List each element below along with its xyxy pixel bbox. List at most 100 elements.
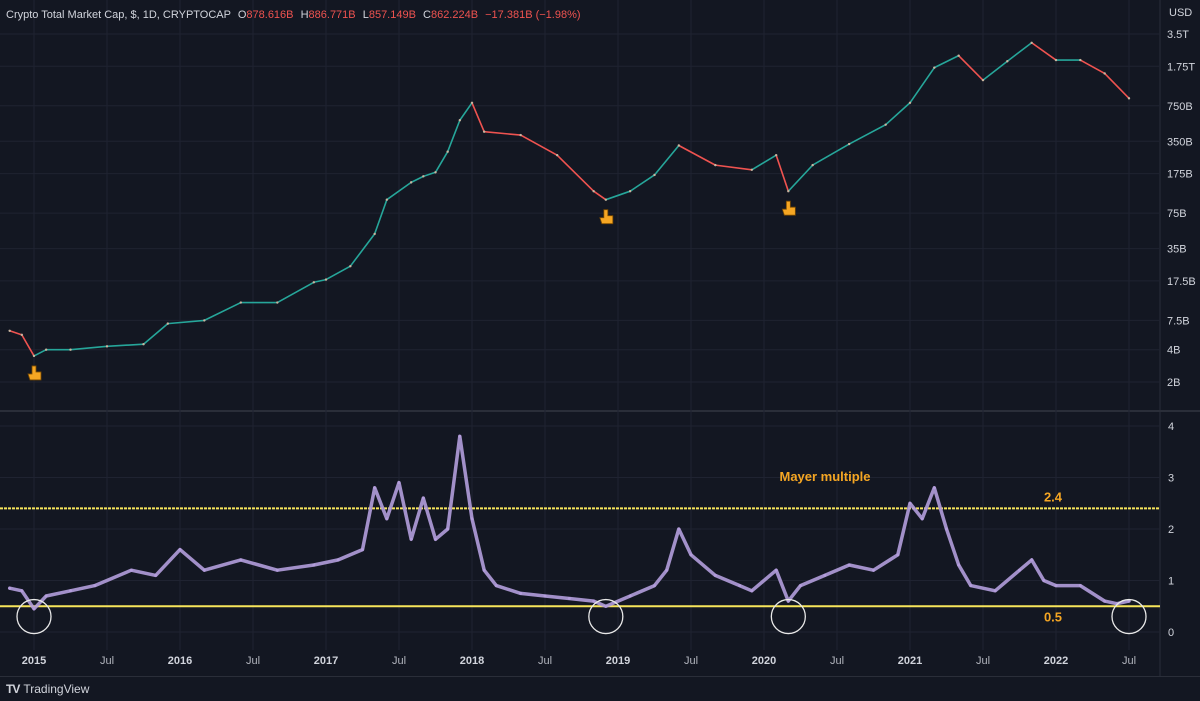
price-point <box>312 281 316 284</box>
mayer-point <box>920 517 924 521</box>
mayer-point <box>373 486 377 490</box>
price-point <box>434 171 437 174</box>
mayer-point <box>1127 599 1131 603</box>
mayer-point <box>908 501 912 505</box>
price-point <box>482 130 486 133</box>
low-circle <box>1111 598 1147 635</box>
price-segment <box>787 164 814 192</box>
currency-label[interactable]: USD <box>1169 7 1193 19</box>
symbol-title[interactable]: Crypto Total Market Cap, $, 1D, CRYPTOCA… <box>6 9 231 21</box>
mayer-tick-label: 4 <box>1168 421 1174 433</box>
price-segment <box>373 198 388 235</box>
price-point <box>458 119 462 122</box>
time-tick-label: 2020 <box>752 655 776 667</box>
price-segment <box>1079 59 1106 75</box>
price-point <box>628 189 632 193</box>
price-point <box>592 189 595 193</box>
mayer-point <box>397 481 401 485</box>
threshold-label: 2.4 <box>1044 489 1063 504</box>
price-tick-label: 750B <box>1167 101 1193 113</box>
price-segment <box>422 171 437 178</box>
price-tick-label: 3.5T <box>1167 29 1189 41</box>
mayer-point <box>434 537 437 541</box>
hand-pointer-shape <box>599 209 614 225</box>
time-tick-label: Jul <box>392 655 406 667</box>
price-point <box>1030 41 1033 44</box>
price-segment <box>313 278 327 284</box>
mayer-point <box>713 573 717 577</box>
price-point <box>470 101 474 104</box>
price-segment <box>167 319 206 325</box>
mayer-thresholds: 2.4 0.5 <box>0 489 1160 624</box>
mayer-point <box>847 563 851 567</box>
price-point <box>774 153 778 157</box>
mayer-point <box>1078 584 1082 588</box>
mayer-point <box>993 589 997 593</box>
price-tick-label: 7.5B <box>1167 315 1190 327</box>
price-segment <box>434 150 449 174</box>
price-point <box>1103 72 1106 75</box>
mayer-point <box>1030 558 1034 562</box>
price-point <box>20 333 24 337</box>
mayer-point <box>1018 568 1021 572</box>
hand-pointer-shape <box>27 365 42 381</box>
price-point <box>44 348 48 351</box>
price-segment <box>471 101 485 133</box>
mayer-point <box>482 568 486 572</box>
price-segment <box>1030 41 1057 61</box>
high-value: 886.771B <box>308 9 356 21</box>
price-segment <box>386 181 412 201</box>
time-tick-label: Jul <box>1122 655 1136 667</box>
price-segment <box>276 281 315 304</box>
price-point <box>555 153 559 157</box>
mayer-point <box>494 584 498 588</box>
time-tick-label: 2017 <box>314 655 338 667</box>
price-point <box>69 348 72 351</box>
price-point <box>677 144 681 147</box>
price-segment <box>982 60 1009 81</box>
mayer-point <box>543 594 547 598</box>
hand-pointer-icon <box>27 365 42 381</box>
time-tick-label: Jul <box>538 655 552 667</box>
mayer-point <box>154 573 158 577</box>
price-point <box>519 133 522 137</box>
price-tick-label: 4B <box>1167 345 1180 357</box>
mayer-point <box>738 584 742 588</box>
price-point <box>1054 58 1058 62</box>
mayer-point <box>20 589 24 593</box>
low-label: L <box>362 9 369 21</box>
price-segment <box>678 144 717 166</box>
open-label: O <box>237 9 247 21</box>
tradingview-brand[interactable]: TV TradingView <box>6 682 89 696</box>
chart-canvas[interactable]: 3.5T 1.75T 750B 350B 175B 75B 35B 17.5B 7.5B 4B 2B… <box>0 0 1200 676</box>
tradingview-logo-icon: TV <box>6 682 20 696</box>
price-tick-label: 175B <box>1167 169 1193 181</box>
time-tick-label: Jul <box>830 655 844 667</box>
price-segment <box>592 190 607 201</box>
low-circle <box>770 598 806 635</box>
price-segment <box>957 54 984 81</box>
price-point <box>1079 58 1082 62</box>
price-series <box>8 41 1131 358</box>
mayer-point <box>799 584 802 588</box>
mayer-point <box>604 604 608 608</box>
time-tick-label: 2021 <box>898 655 922 667</box>
time-tick-label: 2019 <box>606 655 630 667</box>
mayer-point <box>470 517 474 521</box>
mayer-point <box>446 527 450 531</box>
price-segment <box>325 265 352 281</box>
price-point <box>349 264 352 268</box>
change-value: −17.381B (−1.98%) <box>485 9 581 21</box>
mayer-point <box>823 573 827 577</box>
mayer-point <box>129 568 133 572</box>
mayer-point <box>567 597 571 601</box>
mayer-point <box>93 584 97 588</box>
mayer-point <box>409 537 413 541</box>
hand-pointer-icon <box>781 200 796 216</box>
price-axis: 3.5T 1.75T 750B 350B 175B 75B 35B 17.5B 7.5B 4B 2B <box>1167 29 1196 389</box>
mayer-point <box>932 486 936 490</box>
mayer-point <box>774 568 778 572</box>
mayer-point <box>1042 579 1046 582</box>
mayer-point <box>592 599 596 603</box>
price-point <box>1127 97 1131 100</box>
